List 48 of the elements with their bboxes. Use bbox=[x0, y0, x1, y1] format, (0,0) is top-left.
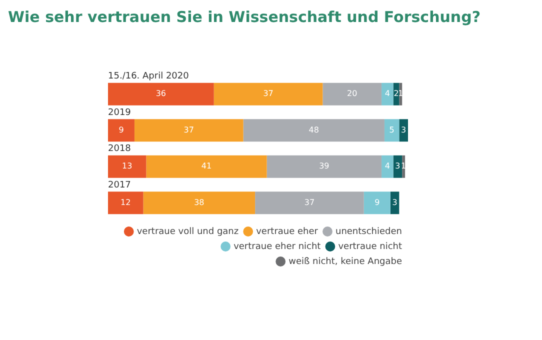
data-label: 13 bbox=[122, 162, 132, 171]
data-label: 9 bbox=[374, 198, 380, 207]
bar bbox=[214, 82, 323, 106]
data-label: 41 bbox=[201, 162, 212, 171]
data-label: 38 bbox=[194, 198, 204, 207]
data-label: 39 bbox=[319, 162, 330, 171]
data-label: 48 bbox=[308, 125, 319, 134]
y-tick-label: 2018 bbox=[108, 144, 132, 154]
data-label: 12 bbox=[120, 198, 131, 207]
y-tick-label: 2019 bbox=[108, 108, 132, 118]
bar bbox=[146, 155, 267, 178]
bar bbox=[364, 192, 390, 214]
bar bbox=[108, 119, 134, 142]
bar bbox=[382, 155, 394, 178]
legend-label: unentschieden bbox=[335, 226, 402, 237]
data-label: 36 bbox=[156, 89, 166, 98]
data-label: 37 bbox=[184, 125, 194, 134]
y-tick-label: 15./16. April 2020 bbox=[108, 72, 190, 82]
bar bbox=[322, 82, 382, 106]
bar bbox=[134, 119, 244, 142]
bar bbox=[143, 192, 256, 214]
data-label: 5 bbox=[389, 125, 394, 134]
chart-title: Wie sehr vertrauen Sie in Wissenschaft und Forschung? bbox=[8, 8, 482, 26]
bar bbox=[108, 82, 214, 106]
data-label: 3 bbox=[395, 162, 400, 171]
bar bbox=[108, 192, 144, 214]
legend-label: vertraue eher nicht bbox=[234, 242, 322, 252]
bar bbox=[243, 119, 384, 142]
bar bbox=[382, 82, 394, 106]
bar bbox=[108, 155, 146, 178]
data-label: 9 bbox=[118, 125, 124, 134]
data-label: 4 bbox=[384, 89, 390, 98]
data-label: 3 bbox=[401, 125, 406, 134]
data-label: 2 bbox=[394, 89, 399, 98]
bar bbox=[255, 192, 364, 214]
legend-label: vertraue nicht bbox=[338, 242, 402, 252]
legend-label: vertraue voll und ganz bbox=[136, 226, 239, 237]
data-label: 20 bbox=[347, 89, 358, 98]
data-label: 3 bbox=[392, 198, 398, 207]
y-tick-label: 2017 bbox=[108, 180, 131, 190]
legend-label: vertraue eher bbox=[256, 226, 318, 237]
data-label: 37 bbox=[263, 89, 274, 98]
bar bbox=[384, 119, 400, 142]
data-label: 37 bbox=[304, 198, 315, 207]
legend-label: weiß nicht, keine Angabe bbox=[288, 256, 402, 267]
bar bbox=[399, 119, 408, 142]
data-label: 4 bbox=[384, 162, 390, 171]
bar bbox=[266, 155, 382, 178]
